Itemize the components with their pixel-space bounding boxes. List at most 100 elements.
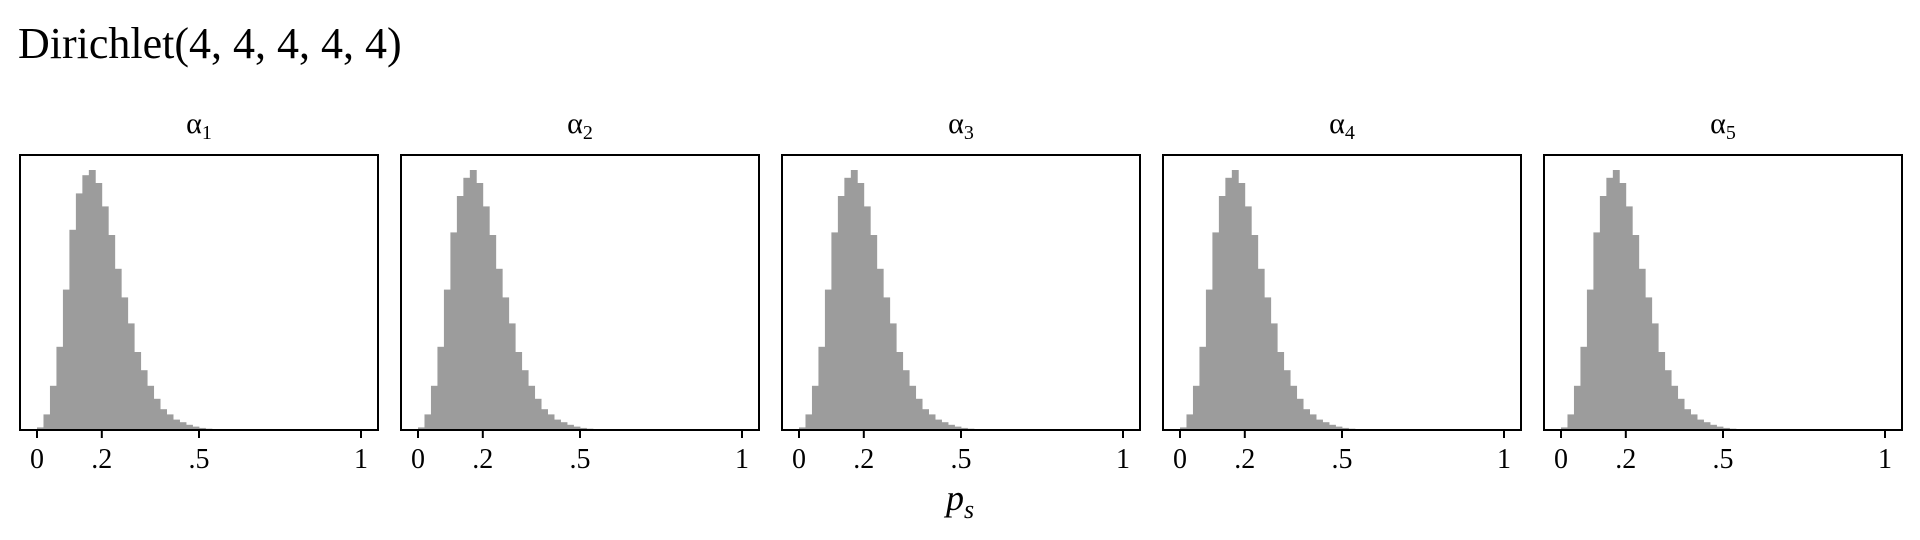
- panel-5: α5 0 .2 .5 1: [1543, 107, 1903, 475]
- histogram-bar: [1684, 409, 1691, 430]
- histogram-bar: [443, 289, 451, 430]
- histogram-bar: [199, 427, 206, 430]
- histogram-bar: [876, 268, 884, 430]
- panel-title-main: α: [186, 107, 202, 140]
- panel-title-main: α: [948, 107, 964, 140]
- histogram-bar: [192, 426, 200, 430]
- histogram-bar: [1599, 196, 1607, 430]
- histogram-bar: [1638, 268, 1646, 430]
- histogram-bar: [1573, 385, 1581, 430]
- histogram-bar: [49, 385, 57, 430]
- histogram-bar: [863, 206, 871, 430]
- histogram-bar: [521, 370, 529, 430]
- histogram-bar: [1264, 297, 1272, 430]
- panel-title-subscript: 3: [964, 122, 974, 144]
- histogram-bar: [153, 398, 161, 430]
- histogram-bar: [127, 323, 135, 430]
- histogram-bar: [1645, 297, 1653, 430]
- histogram-bar: [948, 424, 955, 430]
- x-tick-label: .5: [951, 444, 972, 475]
- histogram-bar: [1677, 398, 1685, 430]
- histogram-bar: [935, 419, 942, 430]
- histogram-bar: [101, 206, 109, 430]
- x-tick-label: .2: [1615, 444, 1636, 475]
- histogram-bar: [1716, 426, 1724, 430]
- histogram-bar: [1664, 370, 1672, 430]
- x-tick-label: 1: [735, 444, 749, 475]
- histogram-bar: [450, 232, 458, 430]
- histogram-bar: [1723, 427, 1730, 430]
- histogram-bar: [75, 193, 83, 430]
- histogram-bar: [805, 414, 813, 430]
- histogram-bar: [69, 229, 77, 430]
- x-tick-label: .2: [91, 444, 112, 475]
- histogram-bar: [554, 419, 561, 430]
- histogram-bar: [424, 414, 432, 430]
- histogram-bar: [1632, 235, 1640, 430]
- panel-title-subscript: 4: [1345, 122, 1355, 144]
- histogram-bar: [1619, 183, 1627, 430]
- histogram-bar: [418, 427, 425, 430]
- x-tick-label: 1: [1878, 444, 1892, 475]
- histogram-bar: [1316, 419, 1323, 430]
- histogram-bar: [1651, 323, 1659, 430]
- histogram-bar: [1342, 427, 1349, 430]
- histogram-bar: [1586, 289, 1594, 430]
- histogram-bar: [1192, 385, 1200, 430]
- x-tick-label: .5: [1332, 444, 1353, 475]
- x-tick-label: .2: [472, 444, 493, 475]
- histogram-bar: [140, 370, 148, 430]
- histogram-bar: [1612, 170, 1620, 430]
- histogram-bar: [37, 427, 44, 430]
- x-tick-label: 0: [411, 444, 425, 475]
- histogram-bar: [547, 414, 555, 430]
- histogram-bar: [1561, 427, 1568, 430]
- histogram-bar: [147, 385, 155, 430]
- panel-title-subscript: 2: [583, 122, 593, 144]
- histogram-bar: [1231, 170, 1239, 430]
- histogram-bar: [1580, 346, 1588, 430]
- histogram-bar: [1697, 419, 1704, 430]
- histogram-bar: [463, 177, 471, 430]
- histogram-bar: [896, 352, 904, 430]
- x-tick-label: .2: [1234, 444, 1255, 475]
- histogram-bar: [573, 426, 581, 430]
- histogram-bar: [1671, 385, 1679, 430]
- histogram-bar: [1296, 398, 1304, 430]
- histogram-bar: [1180, 427, 1187, 430]
- histogram-bar: [430, 385, 438, 430]
- histogram-bar: [108, 235, 116, 430]
- x-tick-label: .2: [853, 444, 874, 475]
- histogram-bar: [476, 183, 484, 430]
- panel-title: α1: [186, 107, 212, 144]
- x-tick-label: .5: [1713, 444, 1734, 475]
- histogram-bar: [1283, 370, 1291, 430]
- histogram-bar: [495, 268, 503, 430]
- histogram-bar: [1277, 352, 1285, 430]
- histogram-bar: [489, 235, 497, 430]
- histogram-bar: [1322, 422, 1330, 430]
- histogram-bar: [1309, 414, 1317, 430]
- histogram-bar: [824, 289, 832, 430]
- histogram-bar: [928, 414, 936, 430]
- histogram-bar: [1329, 424, 1336, 430]
- histogram-bar: [1212, 232, 1220, 430]
- x-axis-label-main: p: [943, 478, 964, 518]
- histogram-bar: [1244, 206, 1252, 430]
- histogram-bar: [1335, 426, 1343, 430]
- x-tick-label: 0: [1173, 444, 1187, 475]
- histogram-bar: [121, 297, 129, 430]
- panel-3: α3 0 .2 .5 1: [781, 107, 1141, 475]
- histogram-bar: [515, 352, 523, 430]
- histogram-bar: [1703, 422, 1711, 430]
- histogram-bar: [1625, 206, 1633, 430]
- histogram-bar: [134, 352, 142, 430]
- histogram-bar: [528, 385, 536, 430]
- histogram-bar: [961, 427, 968, 430]
- histogram-bar: [1710, 424, 1717, 430]
- histogram-bar: [1290, 385, 1298, 430]
- x-tick-label: .5: [570, 444, 591, 475]
- histogram-bar: [179, 422, 187, 430]
- histogram-bar: [502, 297, 510, 430]
